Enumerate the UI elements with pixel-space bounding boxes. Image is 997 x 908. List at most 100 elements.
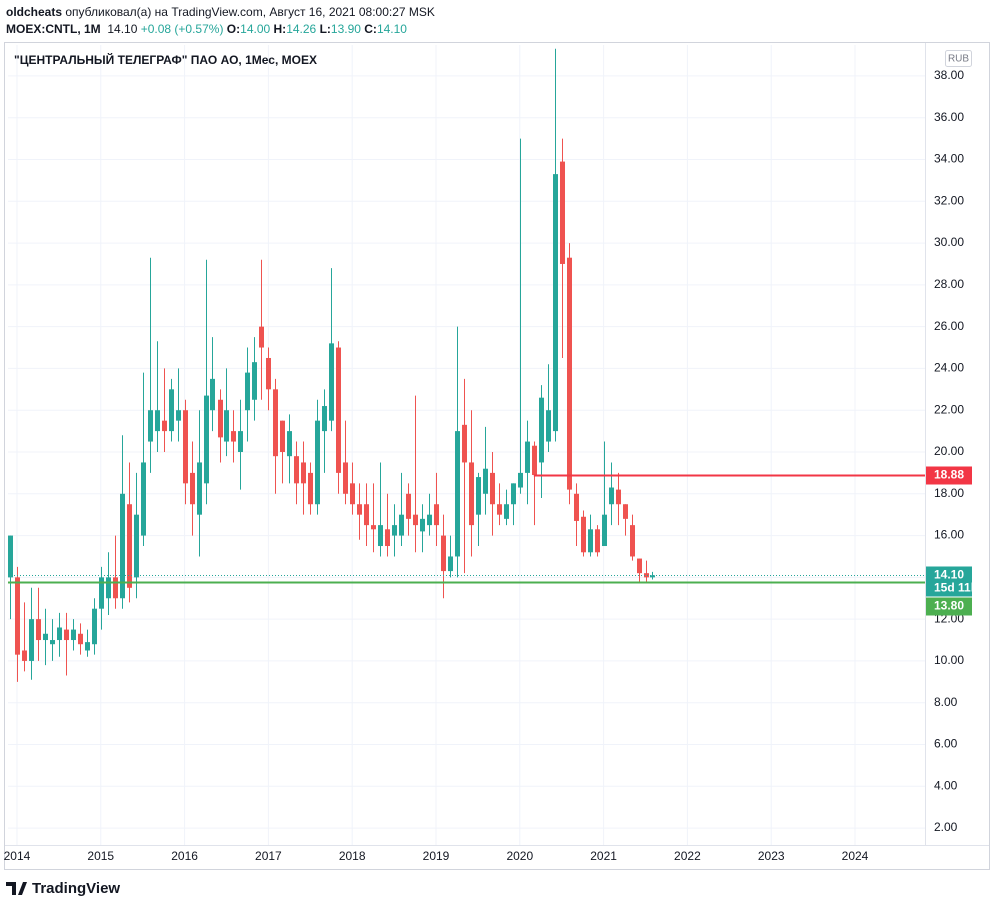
candle-body <box>266 357 271 390</box>
grid <box>8 45 925 845</box>
y-tick-label: 18.00 <box>934 486 964 500</box>
candle-body <box>106 577 111 599</box>
published: опубликовал(а) на TradingView.com, Авгус… <box>65 5 435 19</box>
candle-body <box>134 514 139 578</box>
ohlc-value: 13.90 <box>330 22 361 36</box>
candle-body <box>650 575 655 578</box>
price: 14.10 <box>107 22 138 36</box>
candle-body <box>399 514 404 536</box>
header: oldcheats опубликовал(а) на TradingView.… <box>6 4 435 38</box>
candle-body <box>371 525 376 530</box>
price-label-box <box>926 566 972 597</box>
candle-body <box>113 577 118 599</box>
candle-body <box>71 629 76 641</box>
y-tick-label: 34.00 <box>934 152 964 166</box>
candle-body <box>280 420 285 452</box>
author[interactable]: oldcheats <box>6 5 63 19</box>
candle-body <box>504 504 509 519</box>
ohlc-key: L: <box>319 22 331 36</box>
y-tick-label: 32.00 <box>934 193 964 207</box>
candle-body <box>169 389 174 432</box>
candle-body <box>183 410 188 484</box>
logo-text[interactable]: TradingView <box>32 880 120 897</box>
candle-body <box>574 493 579 521</box>
symbol-line: MOEX:CNTL, 1M 14.10 +0.08 (+0.57%) O: 14.… <box>6 21 435 38</box>
candle-body <box>469 462 474 526</box>
candle-body <box>441 535 446 572</box>
change: +0.08 (+0.57%) <box>140 22 224 36</box>
candle-body <box>476 477 481 515</box>
candle-body <box>127 504 132 588</box>
x-tick-label: 2015 <box>87 849 114 863</box>
candle-body <box>630 525 635 557</box>
chart-title: "ЦЕНТРАЛЬНЫЙ ТЕЛЕГРАФ" ПАО АО, 1Мес, MOE… <box>14 52 317 67</box>
candle-body <box>204 395 209 484</box>
candle-body <box>357 504 362 515</box>
x-tick-label: 2018 <box>339 849 366 863</box>
ohlc-value: 14.10 <box>376 22 407 36</box>
price-label: 13.80 <box>934 599 964 613</box>
candle-body <box>15 577 20 655</box>
currency[interactable]: RUB <box>948 54 969 65</box>
x-tick-label: 2014 <box>4 849 31 863</box>
x-tick-label: 2023 <box>758 849 785 863</box>
candle-body <box>518 472 523 488</box>
candle-body <box>155 410 160 432</box>
candle-body <box>252 362 257 400</box>
candle-body <box>224 410 229 442</box>
y-tick-label: 22.00 <box>934 402 964 416</box>
candle-body <box>36 619 41 641</box>
y-tick-label: 10.00 <box>934 653 964 667</box>
candle-body <box>525 441 530 473</box>
candle-body <box>162 420 167 432</box>
ohlc-key: C: <box>364 22 377 36</box>
candle-body <box>64 629 69 641</box>
candle-body <box>322 406 327 432</box>
logo[interactable]: TradingView <box>6 880 120 897</box>
candle-body <box>413 514 418 526</box>
price-label: 18.88 <box>934 468 964 482</box>
y-tick-label: 24.00 <box>934 361 964 375</box>
logo-icon[interactable] <box>6 882 27 895</box>
candle-body <box>637 558 642 574</box>
candle-body <box>546 410 551 442</box>
candle-body <box>553 174 558 432</box>
candle-body <box>50 640 55 645</box>
candle-body <box>287 431 292 457</box>
candle-body <box>308 472 313 505</box>
candle-body <box>218 399 223 438</box>
ohlc-key: O: <box>226 22 241 36</box>
ohlc-key: H: <box>273 22 287 36</box>
candle-body <box>497 504 502 515</box>
candle-body <box>567 257 572 490</box>
y-tick-label: 30.00 <box>934 235 964 249</box>
axes: 2.004.006.008.0010.0012.0014.0016.0018.0… <box>4 68 978 863</box>
candle-body <box>560 161 565 264</box>
ohlc-value: 14.26 <box>286 22 317 36</box>
candle-body <box>238 431 243 452</box>
y-tick-label: 16.00 <box>934 528 964 542</box>
plot <box>8 48 925 682</box>
candle-body <box>315 420 320 505</box>
y-tick-label: 20.00 <box>934 444 964 458</box>
y-tick-label: 4.00 <box>934 778 958 792</box>
candle-body <box>378 525 383 547</box>
candle-body <box>490 472 495 505</box>
candle-body <box>85 642 90 651</box>
candle-body <box>29 619 34 661</box>
candle-body <box>336 347 341 473</box>
candle-body <box>301 462 306 484</box>
candle-body <box>462 424 467 463</box>
price-label-box <box>926 597 972 616</box>
candle-body <box>595 529 600 553</box>
price-label: 14.10 <box>934 568 964 582</box>
currency-box[interactable] <box>945 50 972 67</box>
candle-body <box>294 456 299 484</box>
symbol: MOEX:CNTL, 1M <box>6 22 101 36</box>
publish-line: oldcheats опубликовал(а) на TradingView.… <box>6 4 435 21</box>
y-tick-label: 28.00 <box>934 277 964 291</box>
price-label-box <box>926 466 972 485</box>
candle-body <box>623 504 628 519</box>
y-tick-label: 6.00 <box>934 737 958 751</box>
